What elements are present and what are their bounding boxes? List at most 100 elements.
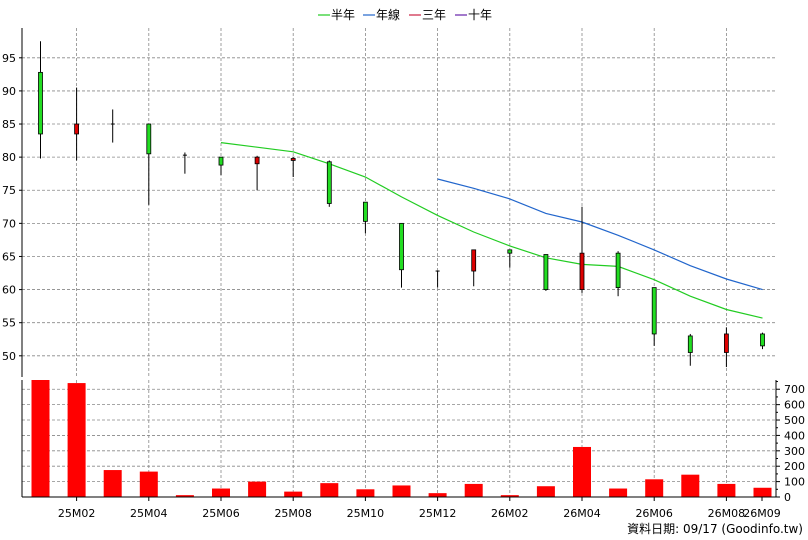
volume-bar: [248, 481, 267, 497]
volume-bar: [175, 495, 194, 497]
price-tick-label: 70: [2, 217, 16, 230]
candlesticks: [38, 41, 765, 368]
volume-tick-label: 100: [784, 476, 805, 489]
candle-body: [651, 287, 657, 335]
candlestick: [110, 109, 115, 143]
price-tick-label: 50: [2, 350, 16, 363]
volume-bar: [103, 470, 122, 497]
candlestick: [290, 157, 296, 178]
candlestick: [254, 155, 260, 191]
candlestick: [326, 160, 332, 207]
x-tick-label: 25M12: [419, 507, 457, 520]
volume-bar: [320, 483, 339, 497]
volume-tick-label: 0: [784, 491, 791, 504]
candlestick: [74, 87, 79, 161]
candlestick: [687, 333, 693, 366]
candle-body: [579, 252, 585, 290]
volume-tick-label: 200: [784, 460, 805, 473]
price-tick-label: 85: [2, 118, 16, 131]
volume-bar: [681, 474, 700, 497]
x-axis: 25M02 25M04 25M06 25M08 25M10 25M12 26M02 26M04…: [58, 497, 781, 520]
volume-bar: [717, 483, 736, 497]
x-tick-label: 25M06: [202, 507, 240, 520]
volume-bar: [284, 491, 303, 497]
candlestick: [507, 249, 513, 268]
candle-body: [615, 252, 621, 288]
moving-average-lines: [220, 142, 763, 319]
price-tick-label: 90: [2, 85, 16, 98]
candle-body: [218, 156, 224, 166]
candle-body: [760, 333, 765, 347]
candle-body: [38, 71, 43, 135]
footer-date-label: 資料日期: 09/17 (Goodinfo.tw): [627, 522, 803, 536]
volume-tick-label: 500: [784, 414, 805, 427]
volume-bar: [464, 483, 483, 497]
candlestick: [38, 41, 43, 159]
volume-bar: [573, 446, 591, 497]
x-tick-label: 26M09: [743, 507, 781, 520]
volume-bar: [536, 486, 555, 497]
price-tick-label: 80: [2, 151, 16, 164]
volume-axis: 0 100 200 300 400 500 600 700: [776, 381, 805, 504]
candlestick: [651, 287, 657, 346]
candlestick: [362, 201, 368, 234]
candle-body: [254, 156, 260, 165]
candle-body: [146, 123, 152, 155]
x-tick-label: 26M02: [491, 507, 529, 520]
volume-tick-label: 600: [784, 399, 805, 412]
candlestick: [146, 123, 152, 205]
x-tick-label: 25M04: [130, 507, 168, 520]
volume-bar: [645, 479, 664, 497]
candlestick: [471, 249, 477, 287]
candlestick: [543, 254, 549, 291]
volume-bar: [753, 487, 772, 497]
volume-bar: [356, 489, 375, 497]
ma-year-line: [437, 178, 763, 291]
volume-bar: [500, 495, 519, 497]
volume-tick-label: 300: [784, 445, 805, 458]
candlestick: [760, 332, 765, 350]
legend-label: 十年: [468, 8, 492, 22]
price-tick-label: 65: [2, 250, 16, 263]
price-grid: [22, 28, 776, 497]
volume-bar: [212, 488, 230, 497]
legend-label: 半年: [331, 8, 355, 22]
candlestick: [435, 270, 440, 288]
volume-bar: [392, 485, 411, 497]
price-tick-label: 75: [2, 184, 16, 197]
volume-bar: [428, 493, 447, 497]
candlestick: [399, 222, 404, 288]
price-tick-label: 60: [2, 284, 16, 297]
candlestick: [615, 251, 621, 297]
ma-half-year-line: [220, 142, 763, 319]
candle-body: [471, 249, 477, 272]
candle-body: [74, 123, 79, 135]
price-axis: 50 55 60 65 70 75 80 85 90 95: [2, 52, 22, 363]
candle-body: [687, 335, 693, 353]
volume-bars: [31, 380, 772, 497]
candlestick: [724, 327, 729, 368]
volume-bar: [31, 380, 50, 497]
x-tick-label: 26M08: [708, 507, 746, 520]
volume-grid: [22, 388, 776, 483]
legend-label: 年線: [376, 7, 400, 22]
price-tick-label: 95: [2, 52, 16, 65]
chart-legend: 半年 年線 三年 十年: [318, 7, 492, 22]
chart-frames: [21, 28, 777, 498]
volume-bar: [609, 488, 628, 497]
candle-body: [362, 201, 368, 222]
x-tick-label: 26M06: [635, 507, 673, 520]
candlestick: [182, 152, 187, 174]
legend-label: 三年: [422, 8, 446, 22]
candle-body: [326, 161, 332, 204]
candle-body: [290, 158, 296, 161]
x-tick-label: 25M08: [274, 507, 312, 520]
candle-body: [724, 333, 729, 353]
volume-tick-label: 700: [784, 383, 805, 396]
candle-body: [543, 254, 549, 290]
x-tick-label: 26M04: [563, 507, 601, 520]
price-tick-label: 55: [2, 317, 16, 330]
volume-bar: [139, 471, 158, 497]
volume-bar: [67, 383, 86, 497]
